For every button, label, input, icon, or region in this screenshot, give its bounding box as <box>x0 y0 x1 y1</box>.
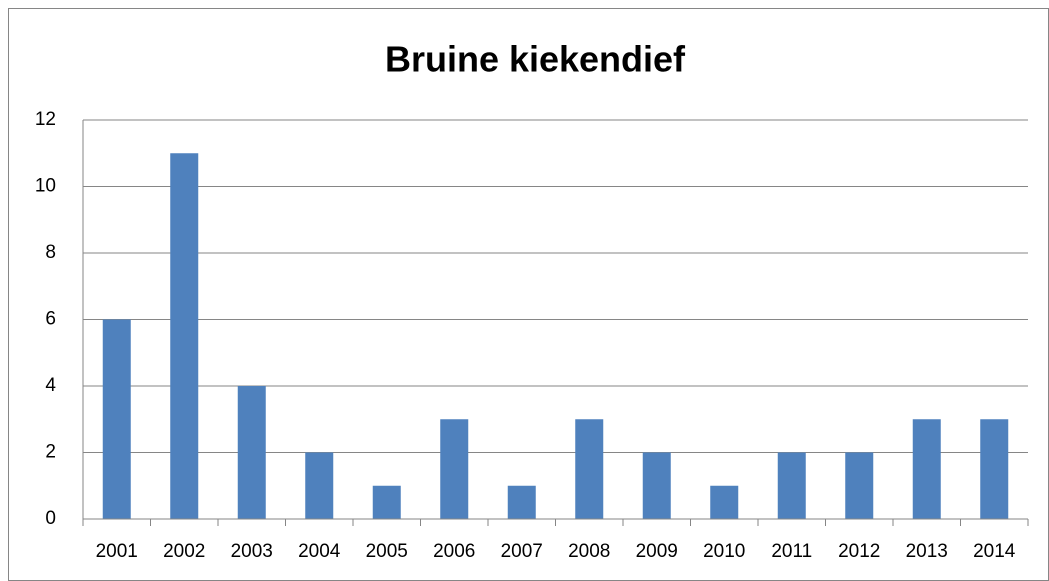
x-tick-label: 2002 <box>163 541 205 562</box>
bar <box>372 485 401 519</box>
x-tick-label: 2006 <box>433 541 475 562</box>
bar <box>980 419 1009 519</box>
bar <box>845 452 874 519</box>
x-tick-label: 2009 <box>636 541 678 562</box>
y-tick-label: 10 <box>35 176 56 197</box>
x-tick-label: 2013 <box>906 541 948 562</box>
x-tick-label: 2008 <box>568 541 610 562</box>
x-tick-label: 2012 <box>838 541 880 562</box>
y-tick-label: 6 <box>45 309 56 330</box>
y-tick-label: 4 <box>45 375 56 396</box>
bar <box>440 419 469 519</box>
x-tick-label: 2003 <box>231 541 273 562</box>
bar <box>642 452 671 519</box>
x-tick-label: 2005 <box>366 541 408 562</box>
bar <box>237 386 266 519</box>
x-tick-label: 2011 <box>771 541 812 562</box>
y-tick-label: 8 <box>45 242 56 263</box>
bar <box>102 319 131 519</box>
y-tick-label: 2 <box>45 442 56 463</box>
y-tick-label: 12 <box>35 109 56 130</box>
bar <box>912 419 941 519</box>
x-tick-label: 2007 <box>501 541 543 562</box>
x-tick-label: 2001 <box>96 541 138 562</box>
bar <box>710 485 739 519</box>
bar <box>575 419 604 519</box>
bar <box>777 452 806 519</box>
chart-title: Bruine kiekendief <box>385 39 686 80</box>
bar <box>305 452 334 519</box>
bar <box>507 485 536 519</box>
x-tick-label: 2014 <box>973 541 1016 562</box>
y-tick-label: 0 <box>45 508 56 529</box>
x-tick-label: 2010 <box>703 541 745 562</box>
x-tick-label: 2004 <box>298 541 341 562</box>
bar <box>170 153 199 519</box>
